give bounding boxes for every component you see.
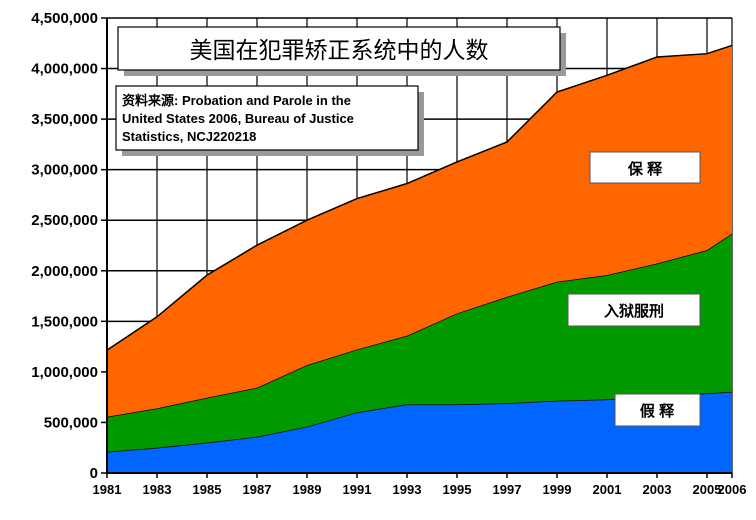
area-series-2 — [107, 45, 732, 417]
y-tick-label: 2,000,000 — [31, 263, 98, 280]
title-box: 美国在犯罪矫正系统中的人数 — [117, 26, 566, 76]
source-note-box: 资料来源: Probation and Parole in the United… — [115, 85, 424, 156]
area-series-1 — [107, 233, 732, 452]
y-tick-label: 4,000,000 — [31, 61, 98, 78]
x-tick-label: 1985 — [193, 482, 222, 497]
y-tick-label: 3,500,000 — [31, 111, 98, 128]
y-tick-label: 0 — [90, 465, 98, 482]
series-label-probation-text: 保 释 — [627, 160, 663, 178]
area-boundary-2 — [106, 44, 733, 351]
y-tick-label: 500,000 — [44, 414, 98, 431]
source-note-line-3: Statistics, NCJ220218 — [122, 129, 256, 144]
x-tick-label: 1999 — [543, 482, 572, 497]
x-tick-label: 1987 — [243, 482, 272, 497]
x-tick-label: 2006 — [718, 482, 747, 497]
areas — [106, 44, 733, 473]
series-label-incarcerated-text: 入狱服刑 — [604, 303, 664, 320]
x-tick-label: 2005 — [693, 482, 722, 497]
x-tick-label: 1983 — [143, 482, 172, 497]
y-tick-label: 1,500,000 — [31, 313, 98, 330]
y-tick-label: 3,000,000 — [31, 162, 98, 179]
series-label-parole-text: 假 释 — [640, 402, 675, 420]
x-tick-label: 1995 — [443, 482, 472, 497]
x-tick-label: 1989 — [293, 482, 322, 497]
y-tick-labels: 0 500,000 1,000,000 1,500,000 2,000,000 2,500… — [31, 10, 98, 482]
x-tick-label: 1993 — [393, 482, 422, 497]
y-tick-label: 1,000,000 — [31, 364, 98, 381]
x-tick-label: 1997 — [493, 482, 522, 497]
x-tick-label: 1991 — [343, 482, 372, 497]
y-tick-label: 4,500,000 — [31, 10, 98, 27]
series-label-parole: 假 释 — [614, 393, 701, 427]
x-tick-label: 2001 — [593, 482, 622, 497]
series-label-probation: 保 释 — [589, 151, 701, 184]
area-series-0 — [107, 391, 732, 473]
chart-title: 美国在犯罪矫正系统中的人数 — [190, 37, 489, 63]
axes — [101, 17, 733, 478]
x-tick-label: 2003 — [643, 482, 672, 497]
x-tick-labels: 1981 1983 1985 1987 1989 1991 1993 1995 1997 1999… — [93, 482, 747, 497]
series-label-incarcerated: 入狱服刑 — [567, 293, 701, 327]
source-note-line-1: 资料来源: Probation and Parole in the — [122, 93, 351, 108]
source-note-line-2: United States 2006, Bureau of Justice — [122, 111, 354, 126]
y-tick-label: 2,500,000 — [31, 212, 98, 229]
x-tick-label: 1981 — [93, 482, 122, 497]
